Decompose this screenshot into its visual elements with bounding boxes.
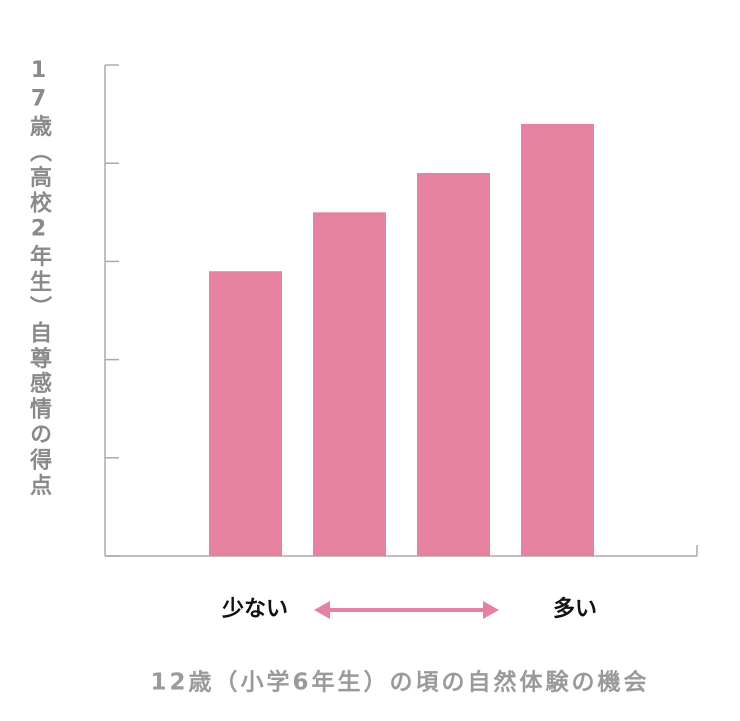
- x-axis-title: 12歳（小学6年生）の頃の自然体験の機会: [150, 669, 649, 696]
- bar: [209, 271, 282, 556]
- annotation-high: 多い: [553, 596, 597, 622]
- arrow: [314, 601, 499, 619]
- y-axis-title: 17歳（高校2年生）自尊感情の得点: [26, 58, 51, 499]
- bar: [417, 173, 490, 556]
- annotation-low: 少ない: [221, 597, 288, 622]
- bar: [521, 123, 594, 557]
- bar: [313, 212, 386, 557]
